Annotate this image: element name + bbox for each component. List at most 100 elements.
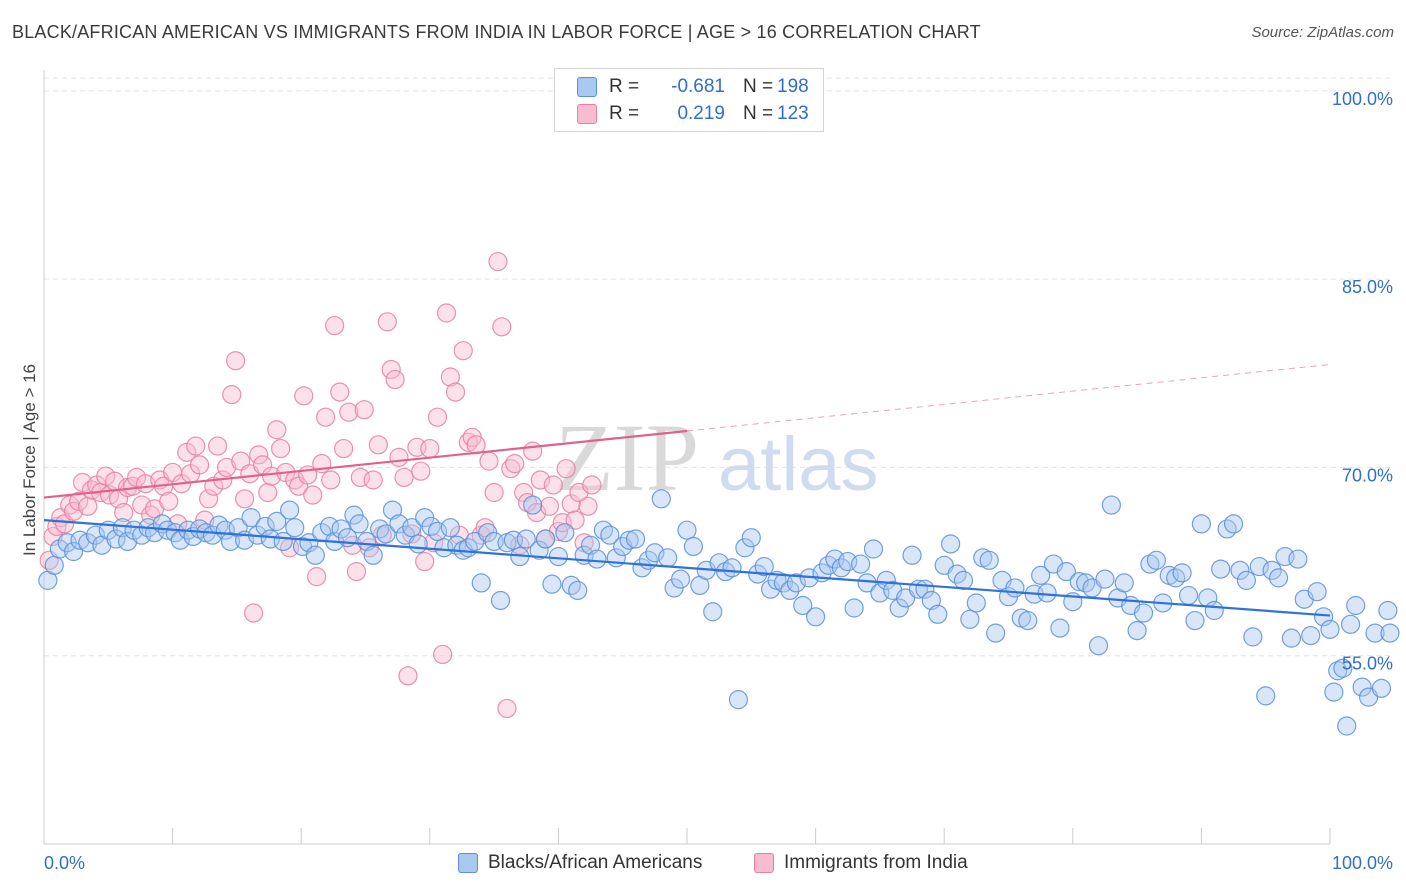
india-point bbox=[258, 482, 278, 503]
india-point bbox=[424, 533, 444, 553]
black-point bbox=[542, 574, 562, 594]
black-point bbox=[863, 539, 884, 559]
black-point bbox=[966, 593, 986, 613]
black-point bbox=[670, 569, 691, 589]
black-point bbox=[63, 541, 84, 562]
black-point bbox=[1307, 582, 1327, 602]
black-point bbox=[1288, 549, 1308, 569]
india-point bbox=[271, 438, 291, 459]
black-point bbox=[986, 623, 1006, 643]
series-india-points bbox=[39, 251, 602, 719]
india-point bbox=[346, 562, 367, 582]
black-point bbox=[677, 520, 697, 540]
india-point bbox=[389, 447, 409, 467]
india-point bbox=[190, 455, 210, 475]
india-point bbox=[578, 496, 598, 516]
black-point bbox=[876, 570, 896, 590]
india-point bbox=[330, 382, 350, 402]
black-point bbox=[370, 519, 390, 539]
black-point bbox=[1127, 621, 1147, 641]
black-point bbox=[117, 531, 138, 552]
black-point bbox=[78, 533, 98, 553]
black-point bbox=[1380, 623, 1400, 643]
india-point bbox=[217, 457, 237, 478]
black-point bbox=[389, 514, 409, 534]
india-point bbox=[114, 503, 134, 523]
r-value: -0.681 bbox=[671, 76, 725, 97]
india-point bbox=[199, 489, 219, 509]
black-point bbox=[1095, 569, 1115, 589]
india-point bbox=[334, 438, 354, 459]
black-point bbox=[1133, 603, 1154, 623]
black-point bbox=[85, 525, 106, 545]
black-point bbox=[1172, 563, 1192, 583]
x-tick-labels: 0.0% 100.0% bbox=[44, 853, 1393, 873]
black-point bbox=[1346, 595, 1366, 616]
india-point bbox=[440, 367, 460, 387]
n-value: 123 bbox=[777, 103, 809, 124]
black-point bbox=[228, 518, 248, 538]
black-point bbox=[754, 556, 774, 577]
black-point bbox=[1256, 686, 1276, 706]
india-point bbox=[354, 400, 374, 420]
black-point bbox=[1018, 610, 1038, 631]
black-point bbox=[902, 545, 922, 565]
bottom-legend-black: Blacks/African Americans bbox=[458, 852, 702, 874]
correlation-legend: R = -0.681 N = 198 R = 0.219 N = 123 bbox=[554, 68, 824, 132]
black-point bbox=[1243, 627, 1263, 647]
india-point bbox=[475, 518, 495, 538]
bottom-legend-swatch-india bbox=[754, 853, 774, 873]
india-point bbox=[249, 445, 269, 465]
series-black-points bbox=[38, 489, 1400, 736]
black-point bbox=[786, 573, 806, 593]
india-point bbox=[208, 436, 228, 456]
black-point bbox=[299, 533, 319, 553]
india-point bbox=[303, 485, 323, 505]
source-credit: Source: ZipAtlas.com bbox=[1251, 24, 1394, 41]
india-point bbox=[436, 303, 457, 323]
legend-swatch-india bbox=[577, 104, 597, 124]
watermark: ZIP atlas bbox=[555, 404, 879, 511]
black-point bbox=[593, 520, 614, 540]
india-point bbox=[394, 467, 414, 488]
black-point bbox=[805, 607, 826, 627]
india-point bbox=[368, 435, 388, 455]
legend-row-black: R = -0.681 N = 198 bbox=[577, 74, 809, 100]
black-point bbox=[741, 528, 761, 548]
black-point bbox=[285, 518, 305, 538]
black-point bbox=[529, 540, 549, 560]
black-point bbox=[1313, 607, 1334, 627]
r-label: R = bbox=[609, 103, 640, 124]
black-point bbox=[1230, 560, 1250, 580]
black-point bbox=[844, 598, 864, 618]
india-point bbox=[235, 489, 255, 509]
r-label: R = bbox=[609, 76, 640, 97]
black-point bbox=[1371, 678, 1392, 698]
india-point bbox=[63, 501, 84, 521]
india-point bbox=[244, 603, 264, 623]
black-point bbox=[960, 609, 980, 629]
india-point bbox=[561, 494, 581, 514]
trend-lines bbox=[43, 363, 1331, 617]
india-point bbox=[420, 438, 440, 459]
black-point bbox=[703, 602, 723, 622]
india-point bbox=[294, 386, 314, 406]
india-point bbox=[484, 482, 504, 503]
black-point bbox=[1166, 568, 1186, 588]
y-tick-label: 100.0% bbox=[1332, 89, 1393, 109]
legend-row-india: R = 0.219 N = 123 bbox=[577, 101, 809, 127]
india-point bbox=[78, 496, 98, 516]
watermark-zip: ZIP bbox=[555, 404, 699, 511]
india-point bbox=[325, 315, 345, 336]
black-point bbox=[408, 534, 428, 554]
india-point bbox=[523, 441, 543, 461]
black-point bbox=[651, 489, 671, 509]
bottom-legend-label-black: Blacks/African Americans bbox=[488, 852, 703, 873]
india-point bbox=[492, 317, 512, 337]
bottom-legend-swatch-black bbox=[458, 853, 478, 873]
india-point bbox=[385, 369, 405, 390]
black-point bbox=[1211, 559, 1231, 579]
black-point bbox=[49, 539, 70, 559]
black-point bbox=[267, 511, 287, 531]
india-point bbox=[505, 454, 525, 474]
